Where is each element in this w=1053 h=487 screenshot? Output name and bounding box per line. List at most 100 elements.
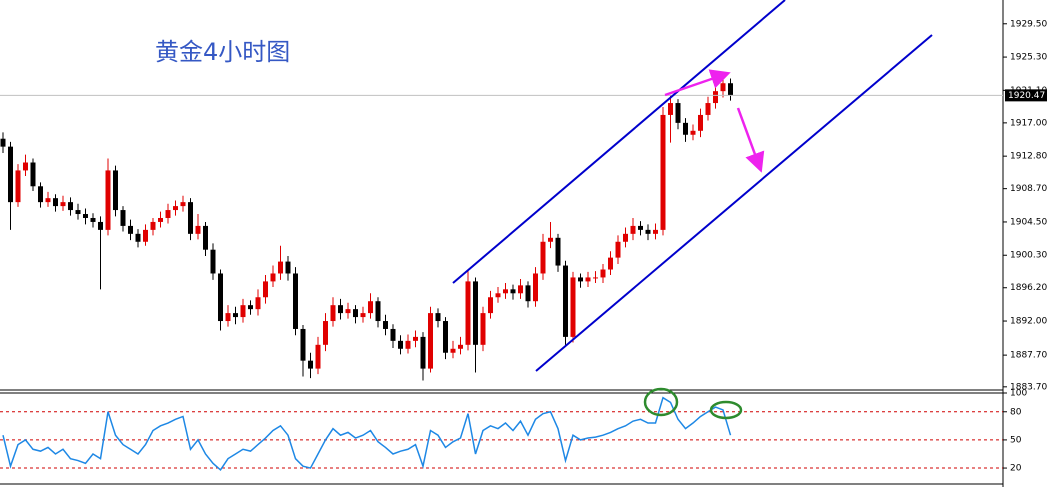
candle-body <box>623 233 628 242</box>
candle-body <box>248 305 253 310</box>
candle-body <box>98 221 103 230</box>
y-tick-label: 50 <box>1010 435 1022 445</box>
candle-body <box>630 225 636 234</box>
chart-title: 黄金4小时图 <box>155 38 290 66</box>
candle-body <box>188 202 193 234</box>
candle-body <box>690 130 696 135</box>
candle-body <box>645 229 651 234</box>
candle-body <box>270 273 276 282</box>
y-tick-label: 1917.00 <box>1010 118 1047 128</box>
candle-body <box>173 206 178 211</box>
candle-body <box>218 273 223 322</box>
candle-body <box>450 348 456 353</box>
y-tick-label: 1892.00 <box>1010 317 1047 327</box>
y-tick-label: 80 <box>1010 407 1022 417</box>
candle-body <box>255 297 261 310</box>
candle-body <box>23 162 28 171</box>
candle-body <box>653 229 658 234</box>
candle-body <box>158 217 163 222</box>
y-tick-label: 1912.80 <box>1010 152 1047 162</box>
arrow <box>664 69 731 97</box>
y-tick-label: 1929.50 <box>1010 19 1047 29</box>
candle-body <box>525 285 531 302</box>
candle-body <box>405 340 411 349</box>
current-price-label: 1920.47 <box>1008 91 1045 101</box>
candle-body <box>458 344 463 349</box>
candle-body <box>285 261 291 274</box>
arrow <box>736 107 765 173</box>
candle-body <box>210 249 216 274</box>
candle-body <box>705 103 711 115</box>
candle-body <box>128 225 133 234</box>
candle-body <box>503 289 508 294</box>
highlight-circle <box>709 400 743 420</box>
candle-body <box>420 336 426 369</box>
candle-body <box>360 313 366 318</box>
candle-body <box>83 214 88 218</box>
candle-body <box>45 198 51 203</box>
candle-body <box>510 289 516 294</box>
candle-body <box>428 313 433 369</box>
candle-body <box>120 210 126 226</box>
candle-body <box>308 360 313 369</box>
candle-body <box>15 170 21 203</box>
candle-body <box>225 313 231 322</box>
current-price-box <box>1005 89 1047 102</box>
candle-body <box>488 297 493 314</box>
candle-body <box>443 321 448 353</box>
candle-body <box>683 122 688 135</box>
candle-body <box>585 277 591 282</box>
candle-body <box>540 241 546 274</box>
candle-body <box>668 103 673 115</box>
candle-body <box>203 225 208 250</box>
candle-body <box>375 301 381 322</box>
candle-body <box>233 313 238 318</box>
channel-line <box>452 0 786 284</box>
candle-body <box>390 328 396 341</box>
candle-body <box>435 313 441 322</box>
candle-body <box>563 265 568 337</box>
candle-body <box>278 261 283 274</box>
candle-body <box>713 91 718 104</box>
candle-body <box>105 170 111 230</box>
candle-body <box>413 336 418 341</box>
candle-body <box>135 233 141 242</box>
candle-body <box>195 225 201 234</box>
candle-body <box>518 285 523 294</box>
y-tick-label: 1883.70 <box>1010 382 1047 392</box>
candle-body <box>240 305 246 318</box>
highlight-circle <box>643 387 679 417</box>
y-tick-label: 1925.30 <box>1010 53 1047 63</box>
candle-body <box>263 281 268 298</box>
candle-body <box>113 170 118 211</box>
candle-body <box>53 198 58 207</box>
candle-body <box>368 301 373 314</box>
candle-body <box>698 114 703 131</box>
candle-body <box>578 277 583 282</box>
candle-body <box>315 344 321 369</box>
candle-body <box>8 146 13 203</box>
candle-body <box>330 305 336 322</box>
candle-body <box>555 237 561 266</box>
candle-body <box>600 269 606 278</box>
indicator-line <box>2 396 732 472</box>
candle-body <box>165 210 171 218</box>
candle-body <box>143 229 148 242</box>
candle-body <box>593 277 598 279</box>
y-tick-label: 1908.70 <box>1010 184 1047 194</box>
candle-body <box>293 273 298 329</box>
candle-body <box>353 309 358 318</box>
y-tick-label: 1904.50 <box>1010 217 1047 227</box>
candle-body <box>30 162 36 187</box>
y-tick-label: 20 <box>1010 464 1022 474</box>
candle-body <box>675 103 681 123</box>
candle-body <box>60 202 66 207</box>
candle-body <box>608 257 613 270</box>
candle-body <box>338 305 343 314</box>
candle-body <box>90 217 96 222</box>
y-tick-label: 1896.20 <box>1010 283 1047 293</box>
candle-body <box>728 83 733 96</box>
candle-body <box>38 186 43 203</box>
